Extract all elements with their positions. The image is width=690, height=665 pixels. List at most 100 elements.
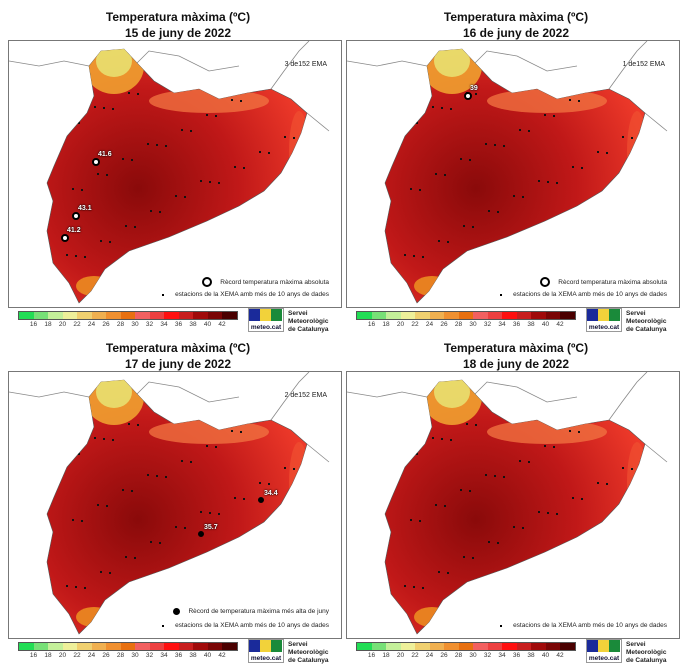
logo-text: meteo.cat (588, 655, 620, 662)
colorbar-swatch (516, 643, 531, 650)
station-dot (522, 196, 524, 198)
station-dot (212, 579, 214, 581)
colorbar-swatch (222, 312, 237, 319)
logo-text: meteo.cat (588, 324, 620, 331)
logo-text: meteo.cat (250, 655, 282, 662)
station-dot (125, 225, 127, 227)
colorbar-swatch (149, 643, 164, 650)
organization-name: Servei Meteorològic de Catalunya (626, 310, 686, 334)
colorbar-swatch (531, 643, 546, 650)
organization-name: Servei Meteorològic de Catalunya (288, 641, 348, 665)
station-dot (450, 108, 452, 110)
station-dot (547, 512, 549, 514)
colorbar-ticks: 16 18 20 22 24 26 28 30 32 34 36 38 40 42 (18, 652, 238, 662)
station-dot (159, 542, 161, 544)
station-dot (181, 129, 183, 131)
colorbar-ticks: 16 18 20 22 24 26 28 30 32 34 36 38 40 42 (356, 652, 576, 662)
station-dot (231, 99, 233, 101)
station-dot (284, 136, 286, 138)
station-dot (184, 196, 186, 198)
temperature-field (384, 48, 646, 304)
station-dot-icon (162, 624, 165, 627)
legend-record: Rècord de temperatura màxima més alta de… (173, 608, 329, 615)
colorbar-swatch (48, 312, 63, 319)
station-dot (153, 77, 155, 79)
station-dot (444, 505, 446, 507)
station-dot (97, 504, 99, 506)
station-dot (419, 189, 421, 191)
station-dot (265, 416, 267, 418)
station-dot (603, 85, 605, 87)
colorbar-swatch (106, 312, 121, 319)
station-dot (410, 188, 412, 190)
station-dot (234, 497, 236, 499)
station-dot (522, 527, 524, 529)
station-dot (106, 505, 108, 507)
colorbar-swatch (77, 643, 92, 650)
station-dot (591, 548, 593, 550)
station-dot (572, 497, 574, 499)
colorbar-swatch (135, 643, 150, 650)
station-dot (528, 461, 530, 463)
station-dot (109, 241, 111, 243)
colorbar-swatch (386, 312, 401, 319)
station-dot (290, 270, 292, 272)
station-dot (293, 137, 295, 139)
colorbar (356, 642, 576, 651)
legend-stations: estacions de la XEMA amb més de 10 anys … (159, 622, 329, 629)
station-dot (488, 210, 490, 212)
colorbar-tick: 42 (556, 652, 564, 659)
station-dot (72, 519, 74, 521)
catalonia-map (9, 372, 330, 635)
station-dot (84, 587, 86, 589)
station-dot (281, 600, 283, 602)
colorbar-swatch (502, 312, 517, 319)
colorbar-swatch (560, 312, 575, 319)
pyrenees-cold-zone (96, 380, 132, 408)
station-dot (432, 106, 434, 108)
station-dot (125, 556, 127, 558)
station-dot (556, 513, 558, 515)
station-dot (441, 107, 443, 109)
station-dot (500, 78, 502, 80)
station-dot (634, 204, 636, 206)
coast-zone (627, 442, 645, 522)
colorbar-swatch (458, 643, 473, 650)
colorbar-tick: 40 (203, 652, 212, 659)
colorbar-swatch (19, 643, 34, 650)
colorbar-tick: 26 (102, 321, 110, 328)
station-dot (491, 408, 493, 410)
station-dot (597, 482, 599, 484)
station-dot (416, 453, 418, 455)
colorbar-swatch (400, 312, 415, 319)
temperature-field (384, 379, 646, 635)
station-dot (447, 241, 449, 243)
station-dot (619, 269, 621, 271)
record-marker (464, 92, 472, 100)
station-dot (137, 93, 139, 95)
colorbar-swatch (164, 643, 179, 650)
colorbar-swatch (357, 312, 372, 319)
colorbar-swatch (560, 643, 575, 650)
record-marker-icon (173, 608, 181, 615)
station-dot (128, 423, 130, 425)
catalonia-map (347, 41, 668, 304)
colorbar-swatch (487, 643, 502, 650)
colorbar-tick: 24 (425, 321, 434, 328)
station-dot (541, 578, 543, 580)
station-dot (581, 167, 583, 169)
colorbar-tick: 22 (73, 652, 81, 659)
station-dot (413, 586, 415, 588)
station-dot (444, 174, 446, 176)
station-dot (150, 541, 152, 543)
record-value-label: 39 (470, 85, 478, 92)
station-dot (513, 526, 515, 528)
legend-stations-label: estacions de la XEMA amb més de 10 anys … (175, 291, 329, 298)
colorbar-tick: 24 (87, 321, 96, 328)
colorbar-swatch (178, 312, 193, 319)
station-dot (134, 557, 136, 559)
station-dot (416, 122, 418, 124)
colorbar-swatch (19, 312, 34, 319)
colorbar-tick: 28 (454, 652, 463, 659)
map-panel: Temperatura màxima (ºC) 16 de juny de 20… (346, 2, 686, 334)
